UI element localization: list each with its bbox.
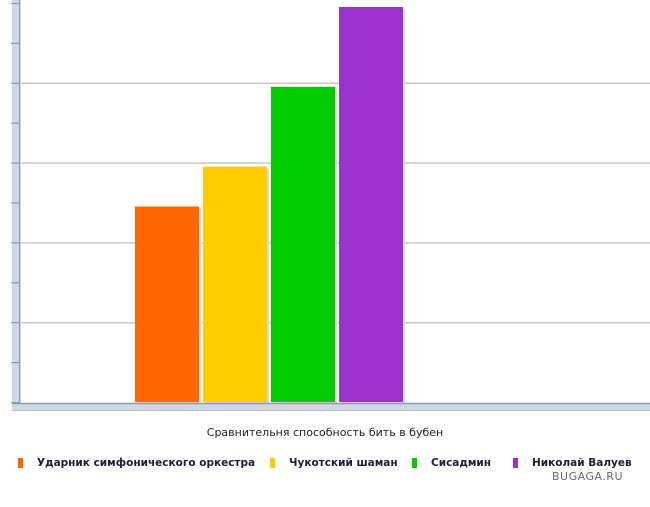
y-axis-wall: [12, 0, 21, 410]
bar: [203, 166, 267, 402]
floor: [12, 403, 650, 411]
chart-caption: Сравнительня способность бить в бубен: [206, 426, 444, 439]
y-axis: [11, 0, 21, 410]
x-axis: [12, 402, 650, 411]
bar-chart: [11, 0, 650, 411]
legend-swatch: [412, 458, 417, 468]
bar: [271, 86, 335, 402]
watermark: BUGAGA.RU: [552, 470, 623, 483]
bar: [339, 6, 403, 403]
bars: [135, 6, 405, 405]
legend-label: Ударник симфонического оркестра: [37, 457, 256, 469]
legend-item: Николай Валуев: [513, 457, 632, 469]
legend-label: Чукотский шаман: [289, 457, 398, 469]
legend-item: Ударник симфонического оркестра: [18, 457, 255, 469]
legend-item: Сисадмин: [412, 457, 491, 469]
bar: [135, 206, 199, 402]
legend: Ударник симфонического оркестра Чукотский…: [0, 457, 650, 473]
legend-swatch: [270, 458, 275, 468]
legend-label: Сисадмин: [431, 457, 492, 469]
legend-swatch: [18, 458, 23, 468]
legend-item: Чукотский шаман: [270, 457, 398, 469]
legend-swatch: [513, 458, 518, 468]
legend-label: Николай Валуев: [532, 457, 632, 469]
